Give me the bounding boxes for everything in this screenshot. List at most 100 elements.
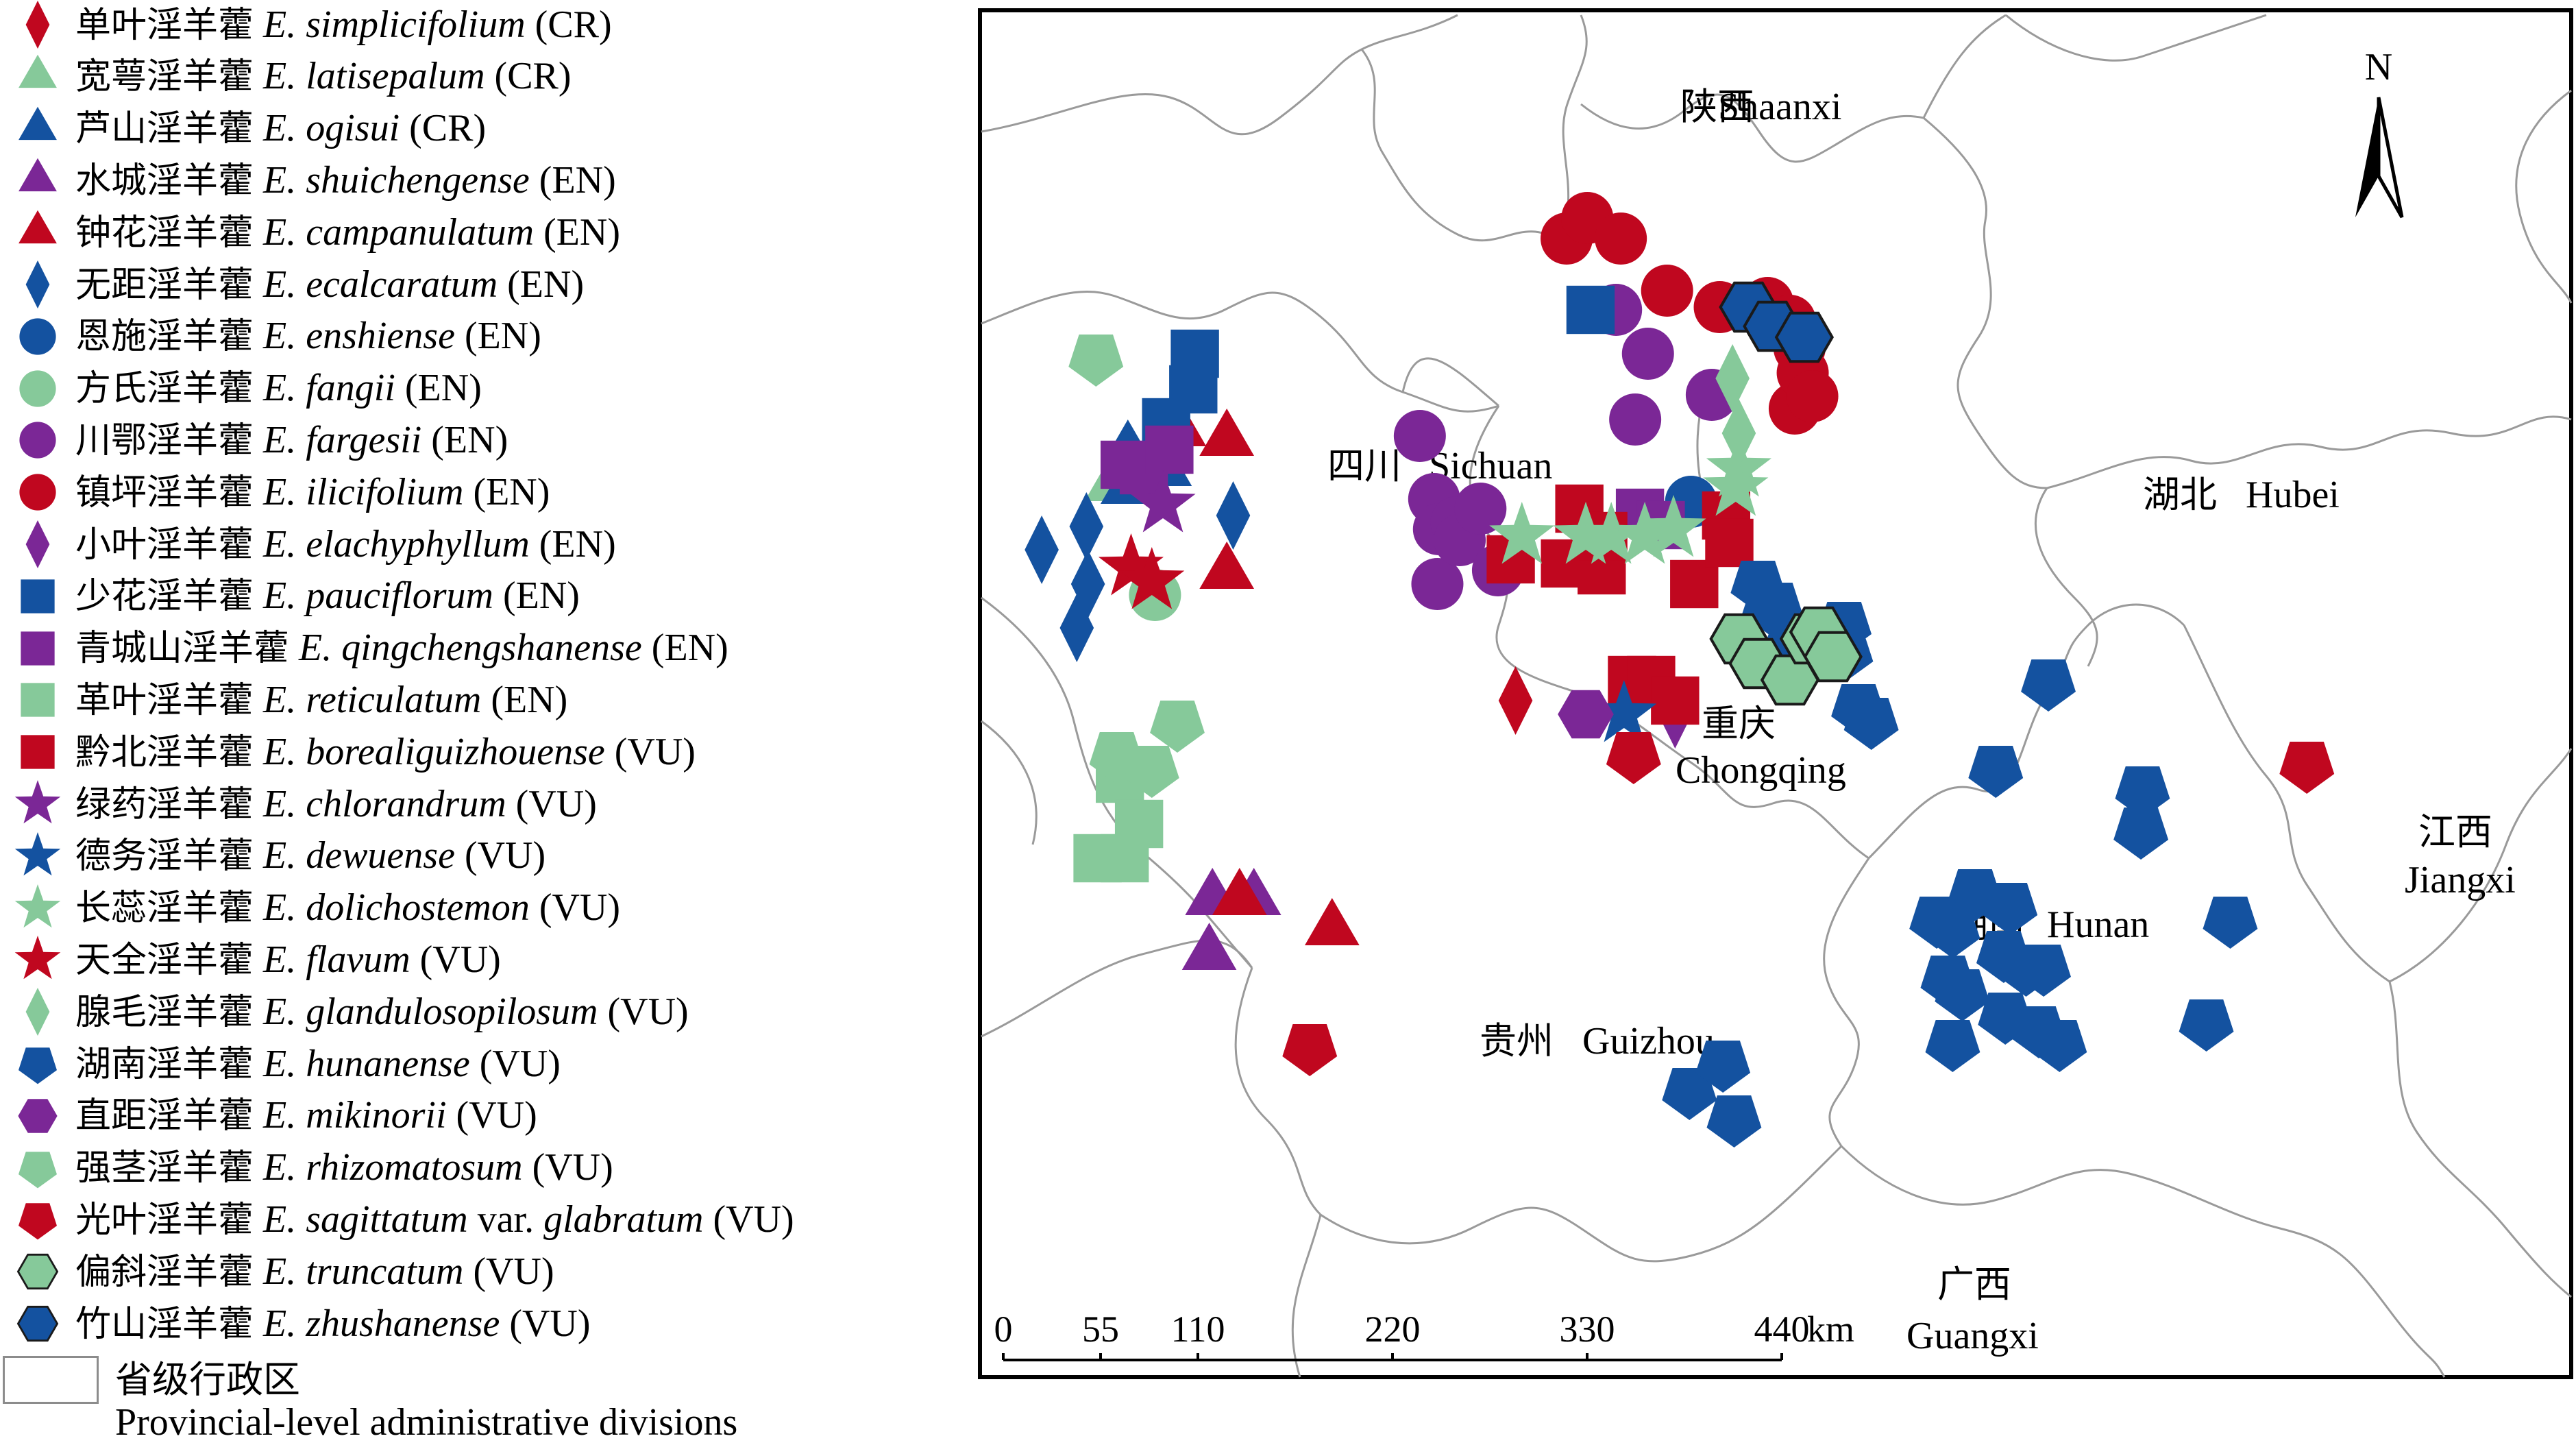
map-panel: N 0 55 110 220 330 440 km 陕西 Shaanxi 四川 Sichuan 湖北… (978, 8, 2573, 1379)
legend-item: 湖南淫羊藿 E. hunanense (VU) (0, 1039, 561, 1089)
province-label: 广西 Guangxi (1906, 1263, 2039, 1357)
province-name-en: Hubei (2246, 474, 2340, 516)
species-name-latin: E. chlorandrum (254, 782, 506, 825)
diamond-icon (0, 260, 75, 309)
species-name-cn: 绿药淫羊藿 (75, 784, 254, 825)
occurrence-marker (1606, 732, 1661, 784)
north-arrow-icon: N (2355, 46, 2404, 219)
legend-item: 镇坪淫羊藿 E. ilicifolium (EN) (0, 467, 550, 517)
species-name-cn: 腺毛淫羊藿 (75, 991, 254, 1033)
province-name-cn: 广西 (1937, 1263, 2011, 1306)
legend-item: 绿药淫羊藿 E. chlorandrum (VU) (0, 779, 597, 829)
admin-division-label-en: Provincial-level administrative division… (115, 1401, 738, 1444)
occurrence-marker (1150, 701, 1205, 753)
occurrence-marker (1100, 834, 1149, 883)
occurrence-marker (1705, 518, 1754, 568)
species-name-latin: E. ecalcaratum (254, 263, 498, 306)
legend-item: 少花淫羊藿 E. pauciflorum (EN) (0, 572, 580, 621)
species-name-latin: E. ogisui (254, 107, 400, 150)
occurrence-marker (1662, 1068, 1717, 1120)
province-label: 贵州 Guizhou (1480, 1019, 1715, 1062)
triangle-icon (0, 52, 75, 101)
occurrence-marker (1059, 594, 1094, 662)
occurrence-marker (2203, 897, 2258, 949)
legend-item: 德务淫羊藿 E. dewuense (VU) (0, 831, 545, 881)
star-icon (0, 884, 75, 933)
occurrence-marker (1069, 492, 1104, 561)
circle-icon (0, 467, 75, 517)
occurrence-marker (1212, 868, 1267, 915)
legend-item: 长蕊淫羊藿 E. dolichostemon (VU) (0, 884, 620, 933)
occurrence-marker (2113, 807, 2169, 860)
circle-icon (0, 312, 75, 361)
iucn-status: (EN) (481, 678, 568, 721)
iucn-status: (EN) (395, 367, 482, 410)
legend-panel: 单叶淫羊藿 E. simplicifolium (CR) 宽萼淫羊藿 E. lat… (0, 0, 973, 1445)
species-name-latin: E. rhizomatosum (254, 1146, 523, 1189)
admin-division-label-cn: 省级行政区 (115, 1358, 300, 1401)
hexagon-icon (0, 1091, 75, 1141)
scale-unit-label: km (1807, 1309, 1854, 1350)
square-icon (0, 624, 75, 673)
legend-item-label: 芦山淫羊藿 E. ogisui (CR) (75, 104, 486, 154)
occurrence-marker (1651, 676, 1700, 725)
species-name-latin: E. enshiense (254, 315, 455, 358)
legend-item-label: 腺毛淫羊藿 E. glandulosopilosum (VU) (75, 987, 689, 1037)
occurrence-marker (1578, 502, 1644, 564)
occurrence-marker (1181, 923, 1237, 970)
species-name-cn: 小叶淫羊藿 (75, 524, 254, 566)
legend-item-label: 少花淫羊藿 E. pauciflorum (EN) (75, 571, 580, 621)
occurrence-marker (1098, 533, 1164, 596)
legend-item-label: 镇坪淫羊藿 E. ilicifolium (EN) (75, 467, 550, 518)
occurrence-marker (1968, 746, 2024, 798)
iucn-status: (CR) (525, 3, 612, 46)
occurrence-marker (1489, 502, 1555, 564)
pentagon-icon (0, 1195, 75, 1244)
diamond-icon (0, 0, 75, 49)
species-name-latin: E. dewuense (254, 834, 455, 877)
triangle-icon (0, 208, 75, 257)
province-name-cn: 重庆 (1702, 702, 1776, 745)
legend-item-label: 方氏淫羊藿 E. fangii (EN) (75, 363, 482, 413)
scale-tick-label: 110 (1171, 1309, 1225, 1350)
legend-item-label: 无距淫羊藿 E. ecalcaratum (EN) (75, 260, 584, 310)
occurrence-marker (1935, 969, 1990, 1021)
occurrence-marker (1124, 746, 1179, 798)
legend-item-label: 天全淫羊藿 E. flavum (VU) (75, 935, 501, 985)
legend-item-label: 恩施淫羊藿 E. enshiense (EN) (75, 311, 541, 361)
species-name-cn: 直距淫羊藿 (75, 1095, 254, 1137)
circle-icon (0, 364, 75, 413)
occurrence-marker (1983, 883, 2038, 935)
iucn-status: (EN) (529, 158, 616, 202)
species-name-cn: 川鄂淫羊藿 (75, 420, 254, 461)
species-name-latin: E. pauciflorum (254, 574, 493, 618)
occurrence-marker (1216, 481, 1251, 550)
legend-item-label: 竹山淫羊藿 E. zhushanense (VU) (75, 1299, 591, 1349)
species-name-latin: E. simplicifolium (254, 3, 526, 46)
occurrence-marker (1925, 1020, 1980, 1072)
occurrence-marker (1025, 515, 1059, 584)
species-name-cn: 方氏淫羊藿 (75, 368, 254, 410)
occurrence-marker (1621, 328, 1674, 380)
species-name-cn: 光叶淫羊藿 (75, 1199, 254, 1241)
legend-item-label: 强茎淫羊藿 E. rhizomatosum (VU) (75, 1143, 613, 1193)
scale-bar (1002, 1353, 1783, 1361)
occurrence-marker (1199, 542, 1254, 589)
triangle-icon (0, 104, 75, 154)
legend-item: 直距淫羊藿 E. mikinorii (VU) (0, 1091, 537, 1141)
star-icon (0, 831, 75, 881)
province-label: 江西 Jiangxi (2405, 810, 2516, 901)
legend-item: 偏斜淫羊藿 E. truncatum (VU) (0, 1247, 554, 1296)
circle-icon (0, 415, 75, 465)
species-name-latin: E. fangii (254, 367, 395, 410)
iucn-status: (EN) (534, 210, 621, 254)
species-rank: var. (467, 1198, 535, 1241)
iucn-status: (VU) (469, 1042, 561, 1085)
species-name-latin: E. hunanense (254, 1042, 470, 1085)
species-name-cn: 黔北淫羊藿 (75, 731, 254, 773)
occurrence-marker (1411, 558, 1464, 610)
province-label: 四川 Sichuan (1327, 444, 1552, 487)
legend-item-label: 黔北淫羊藿 E. borealiguizhouense (VU) (75, 727, 696, 777)
